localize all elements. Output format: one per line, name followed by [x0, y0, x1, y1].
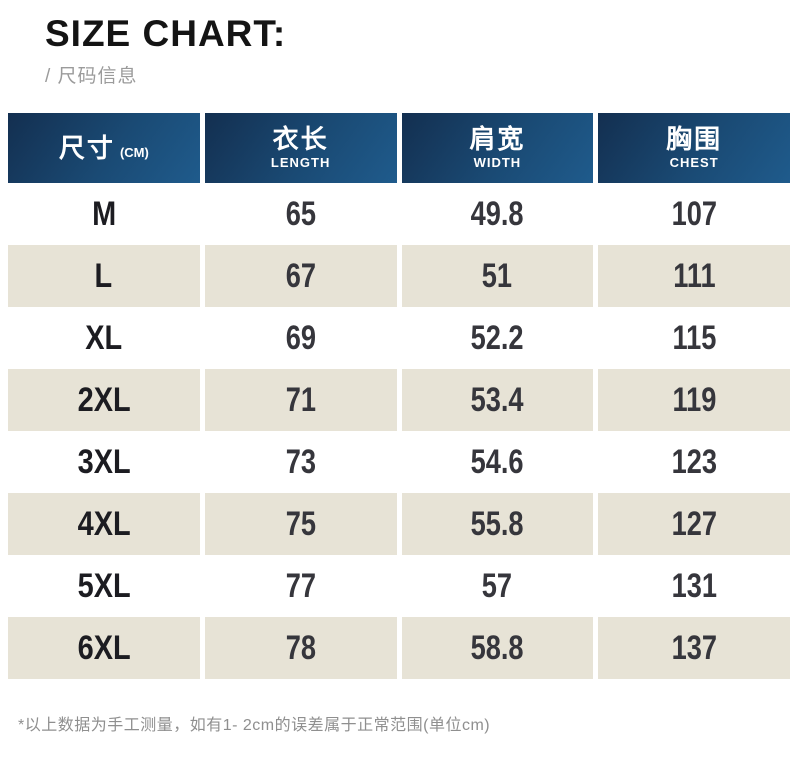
- row-size-cell: 6XL: [8, 616, 200, 679]
- row-chest-cell: 123: [598, 430, 790, 493]
- size-table: 尺寸 (CM) 衣长 LENGTH 肩宽 WIDTH 胸围 CHEST M 65 4…: [8, 112, 790, 679]
- row-length-cell: 78: [204, 616, 397, 679]
- cell-text: 115: [672, 318, 717, 357]
- cell-text: 49.8: [470, 194, 524, 233]
- cell-text: 3XL: [77, 442, 131, 481]
- page-title: SIZE CHART:: [45, 13, 287, 54]
- cell-text: XL: [85, 318, 123, 357]
- cell-text: 111: [672, 256, 716, 295]
- cell-text: 119: [672, 380, 717, 419]
- row-chest-cell: 115: [598, 306, 790, 369]
- cell-text: 65: [285, 194, 316, 233]
- cell-text: 127: [671, 504, 717, 543]
- column-header-size-label: 尺寸: [58, 132, 115, 163]
- footnote: *以上数据为手工测量，如有1- 2cm的误差属于正常范围(单位cm): [18, 716, 491, 734]
- row-width-cell: 49.8: [401, 182, 594, 245]
- row-chest-cell: 137: [598, 616, 790, 679]
- page-subtitle: / 尺码信息: [45, 65, 138, 87]
- row-size-cell: M: [8, 182, 200, 245]
- row-chest-cell: 111: [598, 244, 790, 307]
- cell-text: 75: [285, 504, 316, 543]
- cell-text: 53.4: [470, 380, 524, 419]
- cell-text: 107: [671, 194, 717, 233]
- column-header-length: 衣长 LENGTH: [204, 112, 397, 183]
- title-block: SIZE CHART: / 尺码信息: [0, 0, 790, 88]
- row-length-cell: 65: [204, 182, 397, 245]
- cell-text: 2XL: [77, 380, 131, 419]
- row-width-cell: 53.4: [401, 368, 594, 431]
- cell-text: 5XL: [77, 566, 131, 605]
- row-size-cell: XL: [8, 306, 200, 369]
- row-size-cell: 4XL: [8, 492, 200, 555]
- cell-text: L: [95, 256, 113, 295]
- row-length-cell: 67: [204, 244, 397, 307]
- row-length-cell: 77: [204, 554, 397, 617]
- column-header-chest-cn: 胸围: [666, 124, 723, 155]
- column-header-chest-en: CHEST: [669, 155, 719, 171]
- row-width-cell: 51: [401, 244, 594, 307]
- row-chest-cell: 131: [598, 554, 790, 617]
- row-chest-cell: 107: [598, 182, 790, 245]
- cell-text: 55.8: [470, 504, 524, 543]
- cell-text: 77: [285, 566, 316, 605]
- row-length-cell: 71: [204, 368, 397, 431]
- column-header-width: 肩宽 WIDTH: [401, 112, 594, 183]
- column-header-chest: 胸围 CHEST: [598, 112, 790, 183]
- row-size-cell: L: [8, 244, 200, 307]
- row-size-cell: 5XL: [8, 554, 200, 617]
- cell-text: 131: [671, 566, 717, 605]
- row-chest-cell: 119: [598, 368, 790, 431]
- column-header-length-cn: 衣长: [272, 124, 329, 155]
- cell-text: 57: [482, 566, 513, 605]
- cell-text: 69: [285, 318, 316, 357]
- cell-text: 123: [671, 442, 717, 481]
- column-header-length-en: LENGTH: [270, 155, 331, 171]
- row-width-cell: 54.6: [401, 430, 594, 493]
- cell-text: 71: [285, 380, 316, 419]
- row-length-cell: 73: [204, 430, 397, 493]
- row-size-cell: 3XL: [8, 430, 200, 493]
- column-header-size: 尺寸 (CM): [8, 112, 200, 183]
- row-chest-cell: 127: [598, 492, 790, 555]
- cell-text: M: [91, 194, 116, 233]
- row-length-cell: 75: [204, 492, 397, 555]
- cell-text: 78: [285, 628, 316, 667]
- cell-text: 54.6: [470, 442, 524, 481]
- cell-text: 4XL: [77, 504, 131, 543]
- row-length-cell: 69: [204, 306, 397, 369]
- cell-text: 51: [482, 256, 513, 295]
- cell-text: 6XL: [77, 628, 131, 667]
- cell-text: 58.8: [470, 628, 524, 667]
- row-width-cell: 55.8: [401, 492, 594, 555]
- cell-text: 137: [671, 628, 717, 667]
- column-header-size-unit: (CM): [119, 144, 149, 160]
- row-width-cell: 58.8: [401, 616, 594, 679]
- column-header-width-en: WIDTH: [473, 155, 522, 171]
- row-width-cell: 57: [401, 554, 594, 617]
- cell-text: 52.2: [470, 318, 524, 357]
- column-header-width-cn: 肩宽: [469, 124, 526, 155]
- cell-text: 67: [285, 256, 316, 295]
- row-size-cell: 2XL: [8, 368, 200, 431]
- cell-text: 73: [285, 442, 316, 481]
- row-width-cell: 52.2: [401, 306, 594, 369]
